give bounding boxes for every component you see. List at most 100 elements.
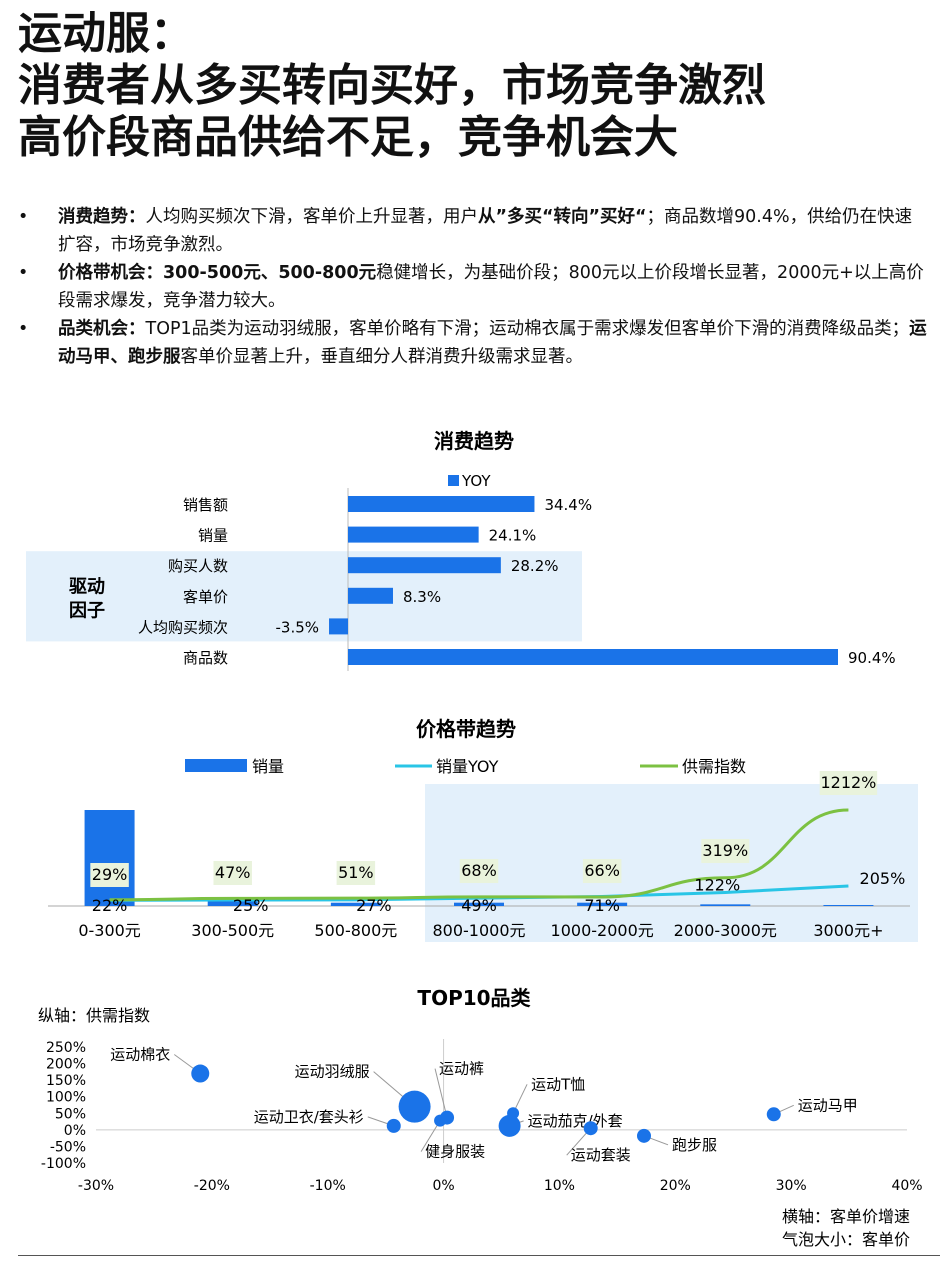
bar xyxy=(207,899,258,906)
insight-bullets: • 消费趋势：人均购买频次下滑，客单价上升显著，用户从”多买“转向”买好“；商品数… xyxy=(18,203,928,371)
legend-label: 销量YOY xyxy=(436,757,499,776)
chart-title: 消费趋势 xyxy=(434,429,514,453)
bubble-label: 运动套装 xyxy=(571,1146,631,1164)
bar xyxy=(348,649,838,665)
data-label: 22% xyxy=(92,896,128,915)
bullet-item: • 消费趋势：人均购买频次下滑，客单价上升显著，用户从”多买“转向”买好“；商品数… xyxy=(18,203,928,259)
category-label: 0-300元 xyxy=(78,921,141,940)
x-tick-label: 30% xyxy=(776,1178,807,1194)
data-label: 1212% xyxy=(820,773,876,792)
bar xyxy=(823,905,874,906)
y-tick-label: 0% xyxy=(64,1123,86,1139)
data-label: 28.2% xyxy=(511,557,559,575)
bullet-text-segment: 人均购买频次下滑，客单价上升显著，用户 xyxy=(145,207,479,227)
bubble-label: 运动羽绒服 xyxy=(295,1063,370,1081)
bullet-item: • 品类机会：TOP1品类为运动羽绒服，客单价略有下滑；运动棉衣属于需求爆发但客单… xyxy=(18,315,928,371)
top10-category-bubble-chart: TOP10品类纵轴：供需指数250%200%150%100%50%0%-50%-… xyxy=(38,986,923,1249)
bullet-text-segment: ；商品数增90.4%，供给仍在快速扩容，市场竞争激烈。 xyxy=(58,207,913,255)
bullet-text-segment: 消费趋势： xyxy=(58,207,146,227)
bar xyxy=(348,496,535,512)
y-tick-label: 250% xyxy=(46,1040,86,1056)
bubble-label: 运动马甲 xyxy=(798,1096,858,1114)
category-label: 1000-2000元 xyxy=(551,921,654,940)
category-label: 2000-3000元 xyxy=(674,921,777,940)
x-tick-label: -10% xyxy=(310,1178,346,1194)
title-line-2: 消费者从多买转向买好，市场竞争激烈 xyxy=(18,60,766,111)
bubble xyxy=(498,1114,521,1137)
category-label: 商品数 xyxy=(183,649,228,667)
category-label: 购买人数 xyxy=(168,557,228,575)
bar xyxy=(700,904,751,906)
bullet-text-segment: 从”多买“转向”买好“ xyxy=(478,207,647,227)
data-label: 90.4% xyxy=(848,649,896,667)
data-label: 47% xyxy=(215,863,251,882)
bullet-text-segment: 价格带机会：300-500元、500-800元 xyxy=(58,263,377,283)
title-line-3: 高价段商品供给不足，竞争机会大 xyxy=(18,112,678,163)
bubble-label: 运动裤 xyxy=(439,1060,484,1078)
bar xyxy=(348,557,501,574)
data-label-bg xyxy=(459,859,499,883)
x-tick-label: -20% xyxy=(194,1178,230,1194)
legend-swatch xyxy=(448,475,459,486)
bullet-item: • 价格带机会：300-500元、500-800元稳健增长，为基础价段；800元以… xyxy=(18,259,928,315)
bubble xyxy=(434,1114,447,1127)
bar xyxy=(84,810,135,906)
legend-swatch xyxy=(185,759,247,772)
y-tick-label: -100% xyxy=(41,1156,86,1172)
bubble-label: 健身服装 xyxy=(425,1143,485,1161)
data-label: 71% xyxy=(584,896,620,915)
bullet-text-segment: 运动马甲、跑步服 xyxy=(58,319,927,367)
data-label: 68% xyxy=(461,861,497,880)
x-tick-label: -30% xyxy=(78,1178,114,1194)
bar xyxy=(577,902,628,906)
category-label: 300-500元 xyxy=(191,921,274,940)
bubble-label: 跑步服 xyxy=(672,1136,717,1154)
legend-label: 供需指数 xyxy=(682,757,746,776)
bar xyxy=(329,618,348,635)
bullet-dot: • xyxy=(18,319,29,339)
bar xyxy=(454,902,504,906)
x-tick-label: 10% xyxy=(544,1178,575,1194)
data-label: -3.5% xyxy=(275,618,319,636)
data-label: 49% xyxy=(461,896,497,915)
bullet-text-segment: TOP1品类为运动羽绒服，客单价略有下滑；运动棉衣属于需求爆发但客单价下滑的消费… xyxy=(145,319,910,339)
data-label-bg xyxy=(213,861,252,885)
bar xyxy=(330,902,381,906)
bubble xyxy=(398,1090,431,1123)
bubble xyxy=(766,1107,781,1122)
y-tick-label: 200% xyxy=(46,1057,86,1073)
title-line-1: 运动服： xyxy=(18,8,194,59)
data-label-bg xyxy=(336,861,376,885)
category-label: 销量 xyxy=(198,527,228,545)
legend-label: YOY xyxy=(461,472,491,490)
bullet-dot: • xyxy=(18,207,29,227)
y-tick-label: 50% xyxy=(55,1106,86,1122)
chart-title: TOP10品类 xyxy=(417,986,530,1010)
data-label: 27% xyxy=(356,896,392,915)
category-label: 客单价 xyxy=(183,588,228,606)
bullet-dot: • xyxy=(18,263,29,283)
x-axis-title: 横轴：客单价增速 xyxy=(782,1207,910,1226)
data-label: 319% xyxy=(702,841,748,860)
data-label: 34.4% xyxy=(544,496,592,514)
bar xyxy=(348,587,393,604)
driver-factor-label: 驱动 xyxy=(69,576,105,597)
bubble-leader-line xyxy=(420,1120,441,1152)
category-label: 人均购买频次 xyxy=(138,618,228,636)
category-label: 销售额 xyxy=(183,496,228,514)
x-tick-label: 40% xyxy=(891,1178,922,1194)
data-label-bg xyxy=(582,859,622,883)
bubble-label: 运动茄克/外套 xyxy=(528,1112,623,1130)
bottom-divider xyxy=(18,1255,940,1256)
bullet-text-segment: 品类机会： xyxy=(58,319,146,339)
category-label: 3000元+ xyxy=(813,921,883,940)
data-label: 25% xyxy=(233,896,269,915)
data-label-bg xyxy=(819,771,878,795)
bubble-label: 运动T恤 xyxy=(531,1075,585,1093)
bubble xyxy=(191,1064,210,1083)
data-label-bg xyxy=(90,863,129,887)
category-label: 500-800元 xyxy=(314,921,397,940)
category-label: 800-1000元 xyxy=(432,921,525,940)
